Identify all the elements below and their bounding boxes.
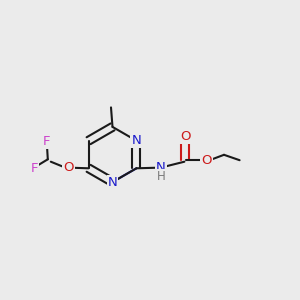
Text: F: F <box>43 135 50 148</box>
Text: N: N <box>156 161 166 174</box>
Text: O: O <box>180 130 190 143</box>
Text: N: N <box>131 134 141 147</box>
Text: F: F <box>31 162 38 175</box>
Text: O: O <box>63 161 74 174</box>
Text: H: H <box>157 170 165 183</box>
Text: O: O <box>201 154 212 167</box>
Text: N: N <box>108 176 117 189</box>
